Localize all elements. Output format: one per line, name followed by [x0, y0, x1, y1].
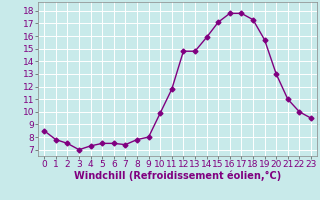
X-axis label: Windchill (Refroidissement éolien,°C): Windchill (Refroidissement éolien,°C) [74, 171, 281, 181]
